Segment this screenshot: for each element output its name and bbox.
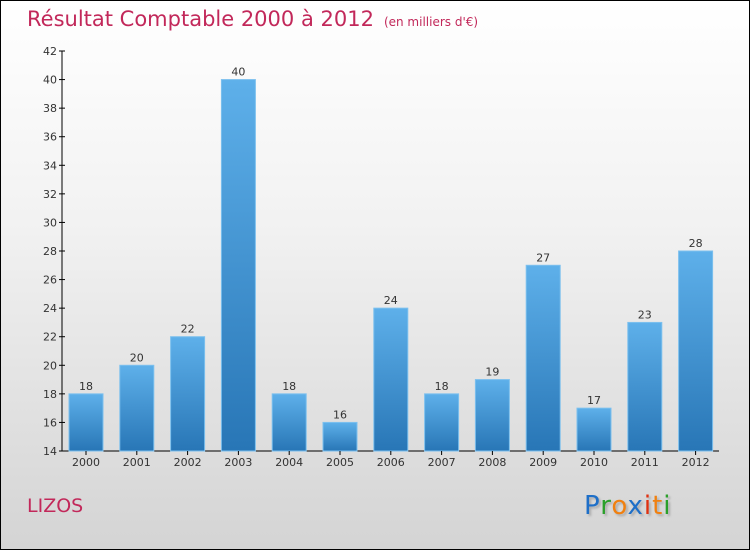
proxiti-logo: Proxiti [584, 491, 672, 521]
bar-value-label: 18 [282, 380, 296, 393]
y-tick-label: 20 [43, 359, 57, 372]
x-tick-label: 2007 [428, 456, 456, 469]
y-tick-label: 28 [43, 245, 57, 258]
logo-letter: P [584, 491, 601, 521]
y-tick-label: 34 [43, 159, 57, 172]
bar-value-label: 16 [333, 408, 347, 421]
logo-letter: r [600, 491, 612, 521]
x-tick-label: 2005 [326, 456, 354, 469]
x-tick-label: 2012 [682, 456, 710, 469]
y-tick-label: 30 [43, 216, 57, 229]
y-tick-label: 16 [43, 416, 57, 429]
logo-letter: t [652, 491, 664, 521]
logo-letter: x [627, 491, 644, 521]
y-tick-label: 40 [43, 74, 57, 87]
y-tick-label: 18 [43, 388, 57, 401]
title-text: Résultat Comptable 2000 à 2012 [27, 7, 374, 31]
logo-letter: o [611, 491, 628, 521]
bar [271, 393, 307, 452]
chart-title: Résultat Comptable 2000 à 2012 (en millie… [27, 7, 478, 31]
bar [220, 79, 256, 452]
x-tick-label: 2003 [224, 456, 252, 469]
chart-subtitle: (en milliers d'€) [383, 15, 479, 29]
x-tick-label: 2009 [529, 456, 557, 469]
bar [373, 307, 409, 452]
bar-value-label: 23 [638, 308, 652, 321]
bar [119, 364, 155, 452]
y-tick-label: 24 [43, 302, 57, 315]
x-tick-label: 2004 [275, 456, 303, 469]
y-tick-label: 32 [43, 188, 57, 201]
bar [170, 336, 206, 452]
y-tick-label: 36 [43, 131, 57, 144]
x-tick-label: 2006 [377, 456, 405, 469]
bar [576, 407, 612, 452]
x-tick-label: 2002 [174, 456, 202, 469]
bar-value-label: 24 [384, 294, 398, 307]
x-tick-label: 2010 [580, 456, 608, 469]
x-tick-label: 2001 [123, 456, 151, 469]
bar-value-label: 18 [435, 380, 449, 393]
y-tick-label: 42 [43, 45, 57, 58]
bar [322, 421, 358, 452]
bar-value-label: 18 [79, 380, 93, 393]
bar [678, 250, 714, 452]
commune-name: LIZOS [27, 495, 84, 517]
y-tick-label: 26 [43, 274, 57, 287]
y-tick-label: 38 [43, 102, 57, 115]
logo-letter: i [643, 491, 653, 521]
bar [525, 264, 561, 452]
x-tick-label: 2000 [72, 456, 100, 469]
bar [68, 393, 104, 452]
bar-value-label: 17 [587, 394, 601, 407]
bar [424, 393, 460, 452]
bar [474, 379, 510, 452]
bar-value-label: 40 [231, 66, 245, 79]
bar [627, 321, 663, 452]
x-tick-label: 2008 [478, 456, 506, 469]
y-tick-label: 22 [43, 331, 57, 344]
bar-value-label: 20 [130, 351, 144, 364]
x-tick-label: 2011 [631, 456, 659, 469]
y-tick-label: 14 [43, 445, 57, 458]
bar-value-label: 28 [689, 237, 703, 250]
bar-value-label: 22 [181, 323, 195, 336]
logo-letter: i [663, 491, 672, 521]
bar-value-label: 19 [485, 366, 499, 379]
bar-value-label: 27 [536, 251, 550, 264]
